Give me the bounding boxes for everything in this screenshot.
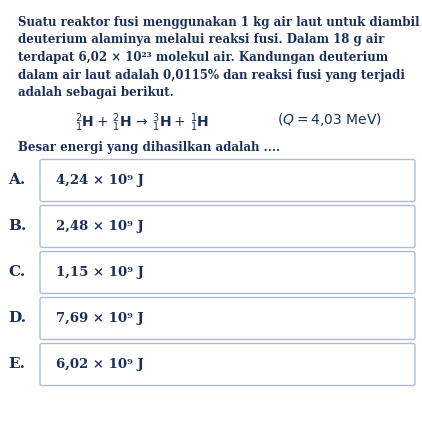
Text: Besar energi yang dihasilkan adalah ....: Besar energi yang dihasilkan adalah .... — [18, 142, 280, 155]
Text: D.: D. — [8, 311, 26, 326]
FancyBboxPatch shape — [40, 159, 415, 202]
FancyBboxPatch shape — [40, 206, 415, 247]
FancyBboxPatch shape — [40, 344, 415, 385]
Text: 4,24 × 10⁹ J: 4,24 × 10⁹ J — [56, 174, 144, 187]
Text: dalam air laut adalah 0,0115% dan reaksi fusi yang terjadi: dalam air laut adalah 0,0115% dan reaksi… — [18, 69, 405, 82]
Text: A.: A. — [8, 173, 25, 188]
Text: 7,69 × 10⁹ J: 7,69 × 10⁹ J — [56, 312, 144, 325]
Text: $^{2}_{1}\mathbf{H}+\,^{2}_{1}\mathbf{H}\,\rightarrow\,^{3}_{1}\mathbf{H}+\,^{1}: $^{2}_{1}\mathbf{H}+\,^{2}_{1}\mathbf{H}… — [75, 112, 209, 134]
Text: 1,15 × 10⁹ J: 1,15 × 10⁹ J — [56, 266, 144, 279]
Text: Suatu reaktor fusi menggunakan 1 kg air laut untuk diambil: Suatu reaktor fusi menggunakan 1 kg air … — [18, 16, 419, 29]
Text: $(Q = 4{,}03\ \mathrm{MeV})$: $(Q = 4{,}03\ \mathrm{MeV})$ — [277, 112, 382, 129]
Text: B.: B. — [8, 220, 26, 233]
Text: 2,48 × 10⁹ J: 2,48 × 10⁹ J — [56, 220, 144, 233]
FancyBboxPatch shape — [40, 297, 415, 340]
Text: terdapat 6,02 × 10²³ molekul air. Kandungan deuterium: terdapat 6,02 × 10²³ molekul air. Kandun… — [18, 51, 388, 64]
Text: 6,02 × 10⁹ J: 6,02 × 10⁹ J — [56, 358, 144, 371]
Text: E.: E. — [8, 358, 25, 371]
Text: deuterium alaminya melalui reaksi fusi. Dalam 18 g air: deuterium alaminya melalui reaksi fusi. … — [18, 34, 384, 47]
Text: adalah sebagai berikut.: adalah sebagai berikut. — [18, 86, 174, 99]
FancyBboxPatch shape — [40, 251, 415, 293]
Text: C.: C. — [8, 266, 25, 280]
